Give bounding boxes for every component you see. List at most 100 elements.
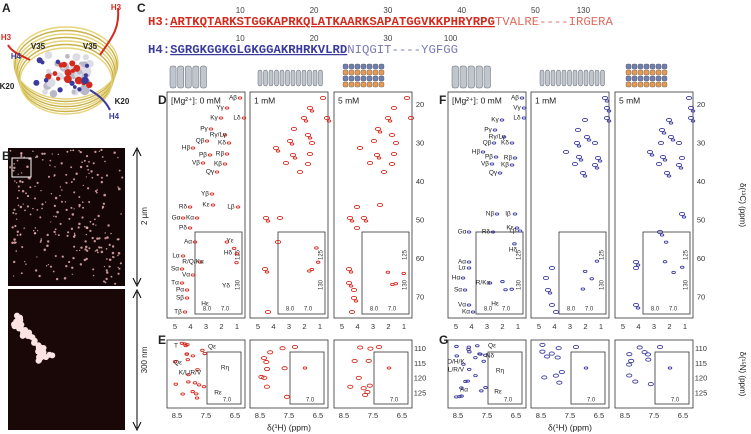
nmr-peak bbox=[658, 127, 666, 133]
chromatin-cartoon bbox=[655, 69, 662, 76]
peak-label: Qγ bbox=[489, 170, 498, 177]
nmr-peak bbox=[555, 346, 562, 351]
chromatin-cartoon bbox=[342, 69, 349, 76]
fiber-dot bbox=[85, 226, 89, 229]
fiber-dot bbox=[84, 240, 87, 243]
inset-frame bbox=[277, 231, 326, 315]
peak-label: Qβ bbox=[483, 140, 492, 147]
nmr-peak bbox=[192, 240, 198, 244]
dna-strand bbox=[19, 47, 113, 115]
nmr-peak bbox=[659, 154, 667, 160]
nmr-peak bbox=[583, 134, 591, 140]
peak-label: Rγ/Lγ bbox=[489, 134, 506, 141]
inset-x-tick: 8.0 bbox=[484, 307, 493, 313]
nmr-peak bbox=[466, 367, 472, 371]
chromatin-cartoon bbox=[649, 75, 656, 82]
nmr-peak bbox=[594, 259, 600, 263]
chromatin-cartoon bbox=[342, 63, 349, 70]
nmr-peak bbox=[678, 166, 684, 170]
nmr-peak bbox=[172, 360, 178, 364]
nmr-peak bbox=[283, 394, 291, 399]
fiber-dot bbox=[93, 240, 96, 243]
residue-number: 50 bbox=[531, 6, 540, 15]
inset-peak-label: Hδ bbox=[509, 247, 518, 254]
fiber-dot bbox=[54, 196, 58, 200]
inset-x-tick: 7.0 bbox=[669, 307, 678, 313]
fiber-dot bbox=[79, 150, 82, 154]
h4-tail bbox=[36, 57, 43, 64]
residue-number: 20 bbox=[310, 34, 319, 43]
fiber-dot bbox=[35, 155, 39, 158]
nmr-peak bbox=[296, 169, 304, 175]
nmr-peak bbox=[512, 156, 518, 160]
peak-label: R/Q/Kα bbox=[182, 259, 204, 266]
fiber-dot bbox=[40, 239, 43, 242]
x-tick-label: 3 bbox=[371, 322, 375, 331]
histone-core bbox=[81, 68, 88, 74]
y-tick-label: 70 bbox=[416, 292, 424, 301]
nmr-peak bbox=[663, 240, 669, 244]
x-tick-label: 8.5 bbox=[172, 411, 182, 420]
fiber-dot bbox=[23, 227, 25, 229]
nmr-peak bbox=[473, 356, 478, 360]
chromatin-cartoon bbox=[318, 69, 323, 87]
spectrum-frame bbox=[249, 91, 329, 319]
nmr-peak bbox=[196, 383, 202, 387]
inset-frame bbox=[570, 351, 606, 405]
chromatin-cartoon bbox=[649, 63, 656, 70]
nmr-peak bbox=[265, 219, 271, 223]
h4-tail bbox=[69, 80, 75, 86]
fiber-dot bbox=[23, 156, 25, 158]
chromatin-cartoon bbox=[378, 75, 385, 82]
nmr-peak bbox=[601, 95, 609, 101]
chromatin-cartoon bbox=[192, 65, 200, 89]
fiber-dot bbox=[85, 257, 88, 261]
chromatin-cartoon bbox=[360, 81, 367, 88]
residue-number: 100 bbox=[444, 34, 458, 43]
peak-label: Lα bbox=[172, 253, 180, 260]
x-tick-label: 4 bbox=[552, 322, 556, 331]
nmr-peak bbox=[687, 105, 695, 111]
y-axis-label: δ(¹⁵N) (ppm) bbox=[738, 352, 747, 397]
nmr-peak bbox=[290, 126, 298, 132]
nmr-peak bbox=[182, 342, 187, 346]
fiber-dot bbox=[103, 265, 106, 268]
nmr-peak bbox=[636, 345, 643, 350]
fiber-dot bbox=[70, 166, 73, 169]
nmr-peak bbox=[675, 162, 683, 168]
peak-label: Lδ bbox=[233, 115, 241, 122]
fiber-dot bbox=[26, 205, 29, 208]
tail-sequence: ARTKQTARKSTGGKAPRKQLATKAARKSAPATGGVKK bbox=[170, 15, 444, 29]
chromatin-cartoon bbox=[366, 81, 373, 88]
nmr-peak bbox=[367, 346, 374, 351]
nmr-peak bbox=[195, 368, 200, 372]
fiber-dot bbox=[88, 161, 90, 163]
fiber-dot bbox=[117, 156, 119, 159]
nmr-peak bbox=[581, 117, 589, 123]
panel-label: C bbox=[137, 1, 146, 15]
fiber-dot bbox=[36, 208, 39, 211]
fiber-dot bbox=[94, 218, 96, 221]
nmr-peak bbox=[641, 350, 648, 355]
residue-number: 10 bbox=[236, 6, 245, 15]
nmr-peak bbox=[241, 116, 247, 120]
nmr-peak bbox=[493, 155, 499, 159]
fiber-dot bbox=[101, 207, 104, 209]
fiber-dot bbox=[111, 245, 115, 248]
chromatin-cartoon bbox=[637, 81, 644, 88]
peak-label: Lβ bbox=[227, 204, 235, 211]
nmr-peak bbox=[355, 375, 362, 380]
histone-core bbox=[46, 68, 51, 74]
peak-label: Kβ bbox=[214, 161, 222, 168]
inset-x-tick: 7.0 bbox=[502, 307, 511, 313]
nmr-peak bbox=[401, 271, 407, 275]
chromatin-cartoon bbox=[561, 69, 567, 87]
chromatin-cartoon bbox=[257, 69, 263, 87]
nmr-peak bbox=[286, 138, 294, 144]
chromatin-cartoon bbox=[649, 81, 656, 88]
chromatin-cartoon bbox=[567, 69, 572, 87]
fiber-dot bbox=[46, 240, 50, 243]
fiber-dot bbox=[60, 200, 63, 203]
fiber-dot bbox=[82, 184, 84, 187]
fiber-dot bbox=[27, 177, 29, 179]
